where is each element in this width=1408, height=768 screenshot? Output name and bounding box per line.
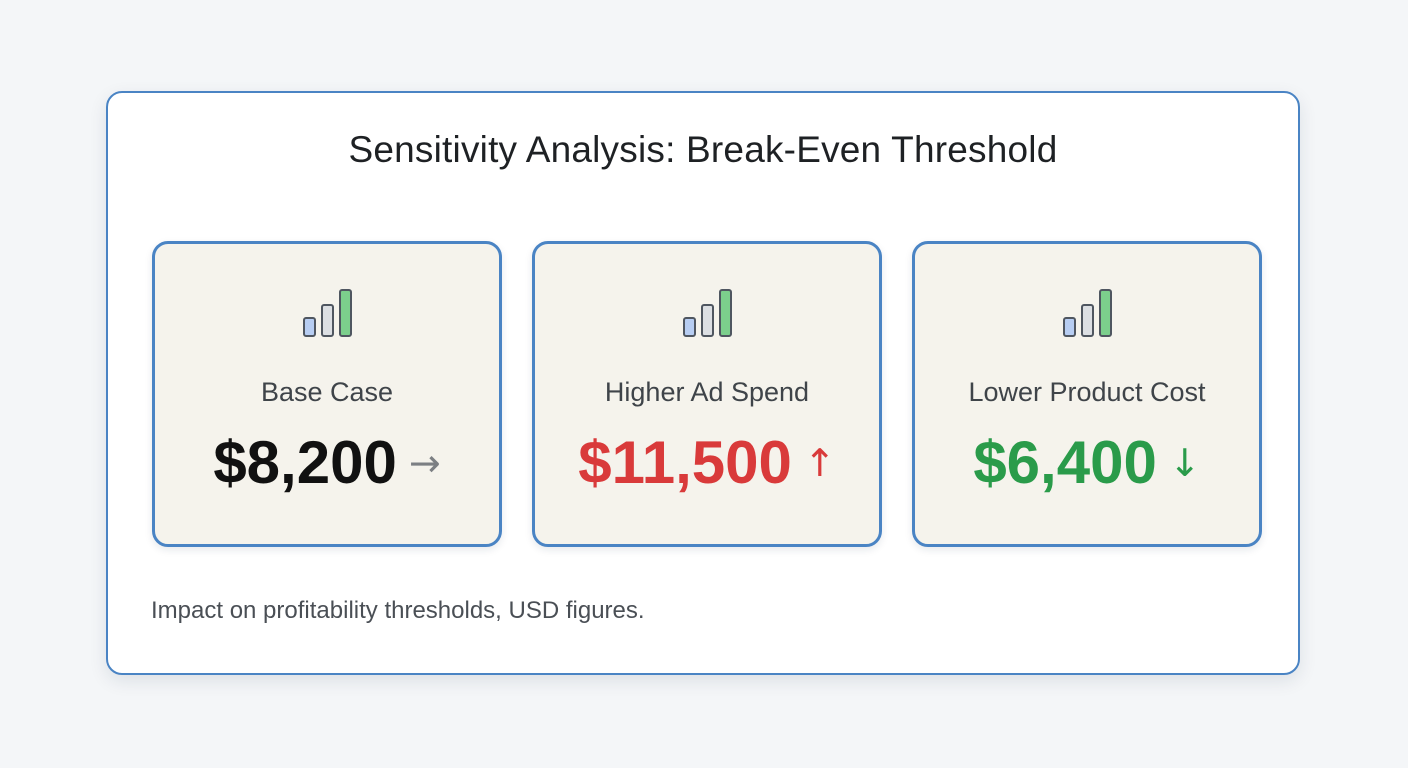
arrow-up-icon: ↑ [803, 441, 836, 485]
scenario-value-row: $6,400 ↓ [915, 428, 1259, 498]
scenario-value: $11,500 [578, 429, 792, 496]
scenario-card-higher-ad-spend: Higher Ad Spend $11,500 ↑ [532, 241, 882, 547]
scenario-label: Higher Ad Spend [604, 377, 810, 407]
sensitivity-panel: Sensitivity Analysis: Break-Even Thresho… [106, 91, 1300, 675]
scenario-card-lower-product-cost: Lower Product Cost $6,400 ↓ [912, 241, 1262, 547]
bar-chart-icon [303, 289, 352, 337]
scenario-value: $8,200 [213, 429, 397, 496]
panel-title: Sensitivity Analysis: Break-Even Thresho… [348, 129, 1058, 170]
footnote: Impact on profitability thresholds, USD … [151, 597, 645, 624]
scenario-label: Lower Product Cost [968, 377, 1206, 407]
bar-chart-icon [1063, 289, 1112, 337]
scenario-value-row: $8,200 → [155, 428, 499, 498]
scenario-label: Base Case [260, 377, 394, 407]
scenario-value: $6,400 [973, 429, 1157, 496]
bar-chart-icon [683, 289, 732, 337]
scenario-value-row: $11,500 ↑ [535, 428, 879, 498]
scenario-card-base-case: Base Case $8,200 → [152, 241, 502, 547]
arrow-down-icon: ↓ [1168, 441, 1201, 485]
scenario-cards: Base Case $8,200 → Higher Ad Spend $11,5… [152, 241, 1262, 547]
arrow-right-icon: → [408, 441, 441, 485]
